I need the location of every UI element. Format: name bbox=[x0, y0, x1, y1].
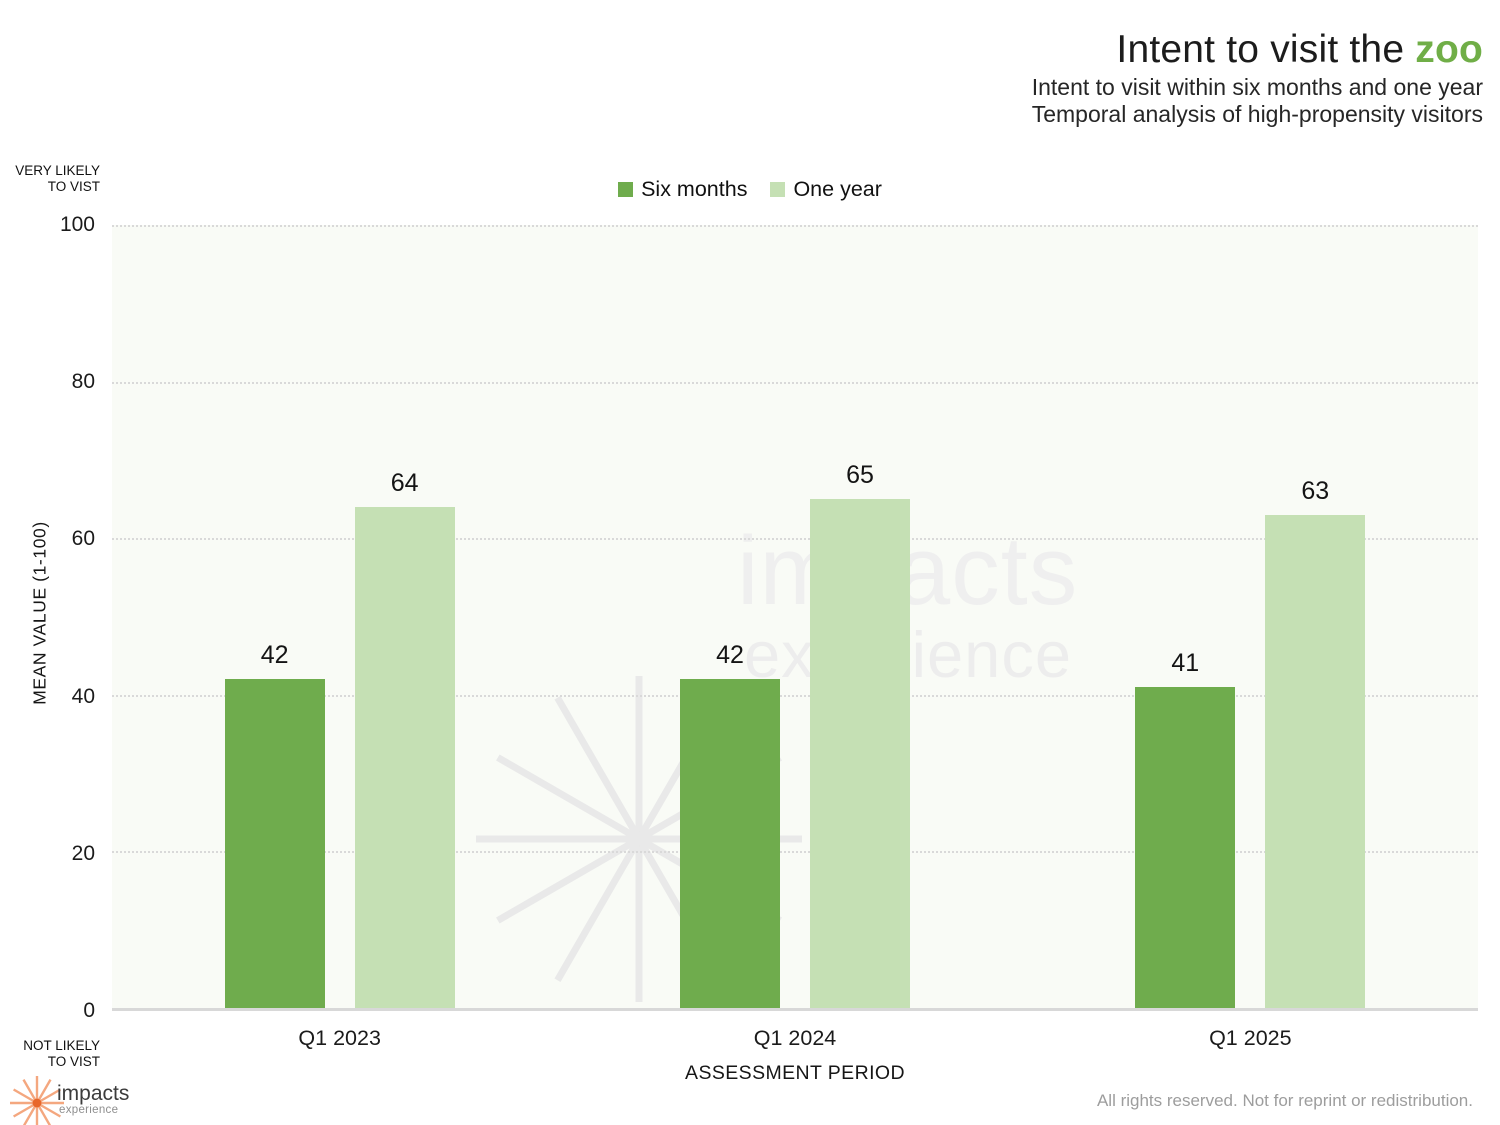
bar-six-months: 42 bbox=[224, 641, 325, 1008]
y-tick-label: 40 bbox=[71, 684, 95, 708]
y-tick-label: 60 bbox=[71, 527, 95, 551]
y-tick-label: 100 bbox=[59, 213, 95, 236]
y-axis-top-annotation-line1: VERY LIKELY bbox=[15, 163, 100, 178]
legend-item-one-year: One year bbox=[770, 177, 882, 202]
bar-six-months: 41 bbox=[1135, 649, 1236, 1008]
bar-group: 42 65 bbox=[567, 225, 1022, 1008]
bar-group: 41 63 bbox=[1023, 225, 1478, 1008]
bar-value-label: 65 bbox=[846, 461, 874, 490]
y-axis-bottom-annotation-line1: NOT LIKELY bbox=[23, 1038, 100, 1053]
y-axis-top-annotation-line2: TO VIST bbox=[47, 179, 100, 195]
bar-value-label: 64 bbox=[390, 468, 419, 497]
gridline bbox=[112, 381, 1478, 384]
page-title: Intent to visit the zoo bbox=[1116, 28, 1483, 72]
legend-item-six-months: Six months bbox=[618, 177, 747, 202]
impacts-logo bbox=[8, 1074, 66, 1125]
bar-one-year: 63 bbox=[1265, 477, 1366, 1008]
x-category-label: Q1 2024 bbox=[753, 1026, 837, 1050]
legend-swatch-icon bbox=[618, 182, 634, 197]
y-axis-bottom-annotation: NOT LIKELY TO VIST bbox=[0, 1038, 100, 1070]
logo-wordmark-subtext: experience bbox=[59, 1104, 119, 1116]
subtitle-line-2: Temporal analysis of high-propensity vis… bbox=[1031, 101, 1483, 127]
gridline bbox=[112, 538, 1478, 541]
y-axis-bottom-annotation-line2: TO VIST bbox=[47, 1054, 100, 1070]
copyright-notice: All rights reserved. Not for reprint or … bbox=[1096, 1091, 1473, 1110]
gridline bbox=[112, 225, 1478, 227]
page-title-highlight: zoo bbox=[1415, 28, 1483, 71]
legend-label: One year bbox=[793, 177, 882, 201]
x-axis-title: ASSESSMENT PERIOD bbox=[685, 1062, 905, 1084]
y-tick-label: 20 bbox=[71, 841, 95, 865]
x-category-label: Q1 2025 bbox=[1209, 1026, 1292, 1050]
legend: Six months One year bbox=[0, 177, 1500, 202]
page-title-prefix: Intent to visit the bbox=[1116, 28, 1416, 71]
gridline bbox=[112, 694, 1478, 697]
bar-value-label: 63 bbox=[1301, 476, 1330, 505]
bar-value-label: 42 bbox=[260, 641, 289, 670]
bar-group: 42 64 bbox=[112, 225, 567, 1008]
y-tick-label: 0 bbox=[83, 999, 95, 1022]
x-category-label: Q1 2023 bbox=[298, 1026, 381, 1050]
subtitle-line-1: Intent to visit within six months and on… bbox=[1031, 74, 1483, 100]
logo-wordmark: impacts bbox=[57, 1082, 130, 1105]
y-axis-top-annotation: VERY LIKELY TO VIST bbox=[0, 163, 100, 195]
y-tick-label: 80 bbox=[71, 370, 95, 394]
legend-swatch-icon bbox=[770, 182, 786, 197]
bar-value-label: 41 bbox=[1171, 648, 1200, 677]
logo-starburst-icon bbox=[10, 1076, 64, 1125]
bar-one-year: 64 bbox=[354, 469, 455, 1008]
gridline bbox=[112, 851, 1478, 854]
legend-label: Six months bbox=[641, 177, 748, 201]
bar-six-months: 42 bbox=[679, 641, 780, 1008]
bar-value-label: 42 bbox=[716, 641, 744, 670]
bar-one-year: 65 bbox=[809, 461, 910, 1008]
